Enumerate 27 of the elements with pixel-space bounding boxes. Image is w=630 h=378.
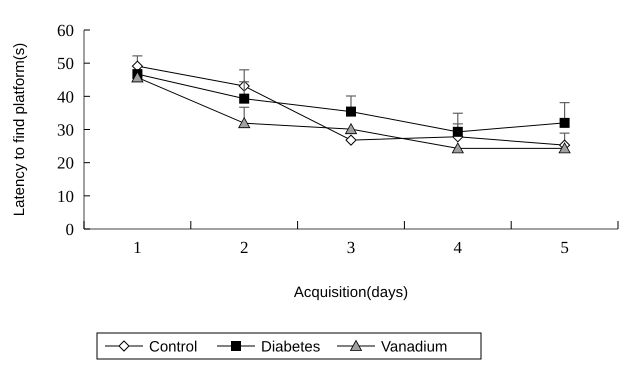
- x-tick-label: 1: [133, 238, 142, 257]
- x-tick-label: 5: [560, 238, 569, 257]
- y-tick-label: 60: [57, 20, 74, 40]
- y-tick-label: 50: [57, 54, 74, 74]
- y-tick-label: 30: [57, 120, 74, 140]
- y-tick-label: 0: [66, 220, 74, 239]
- x-tick-label: 3: [346, 238, 356, 257]
- point: [239, 94, 250, 104]
- y-tick-label: 10: [57, 186, 74, 206]
- legend-label: Control: [149, 338, 198, 356]
- point: [560, 118, 570, 128]
- y-tick-label: 20: [57, 154, 74, 173]
- point: [452, 142, 464, 154]
- y-axis-title: Latency to find platform(s): [11, 42, 28, 216]
- point: [452, 126, 463, 137]
- legend-label: Diabetes: [261, 338, 320, 356]
- point: [132, 72, 144, 82]
- point: [558, 142, 570, 154]
- x-axis-title: Acquisition(days): [294, 284, 408, 301]
- point: [238, 117, 250, 128]
- legend-label: Vanadium: [381, 338, 448, 356]
- x-tick-label: 2: [240, 238, 248, 257]
- point: [346, 106, 356, 117]
- x-tick-label: 4: [454, 238, 463, 257]
- y-tick-label: 40: [57, 87, 74, 106]
- point: [346, 134, 356, 146]
- point: [345, 123, 357, 134]
